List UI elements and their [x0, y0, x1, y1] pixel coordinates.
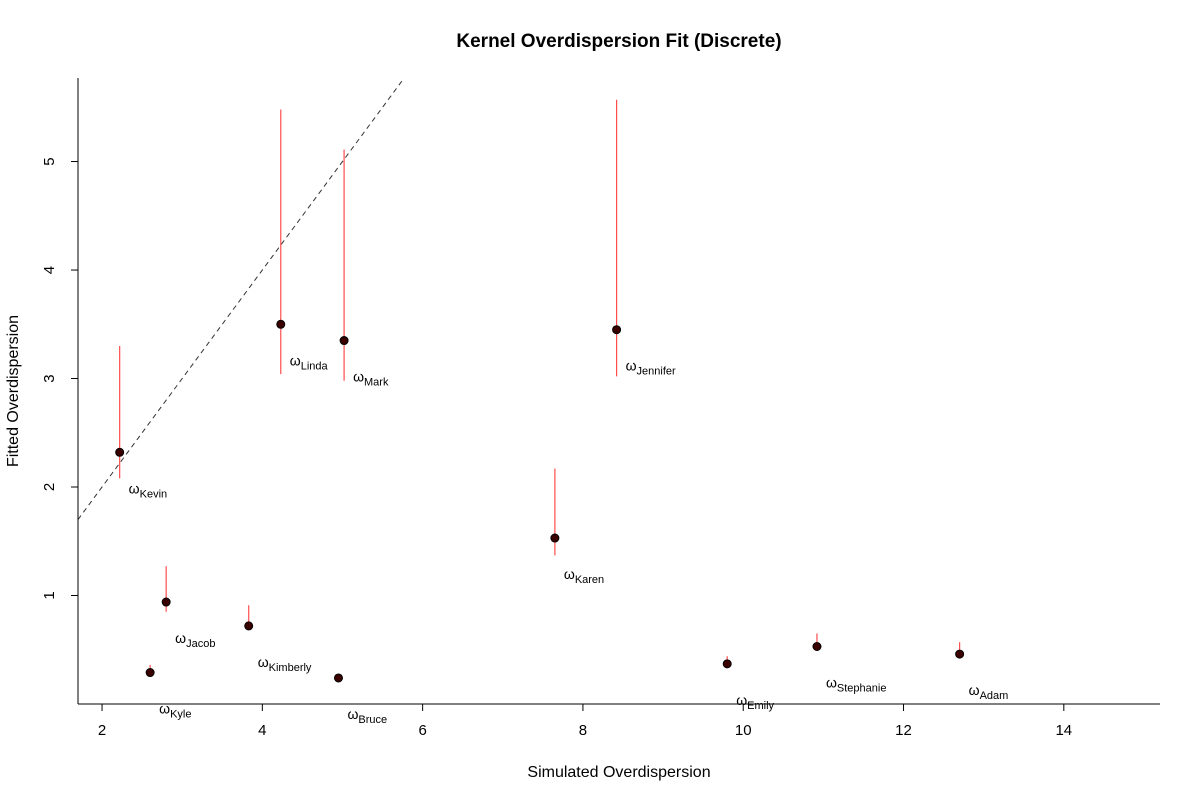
data-point	[145, 668, 155, 678]
x-tick-label: 8	[579, 722, 587, 739]
point-name: Kimberly	[269, 662, 312, 674]
data-point	[812, 641, 822, 651]
data-point	[339, 336, 349, 346]
data-point	[161, 597, 171, 607]
point-label: ωStephanie	[826, 674, 886, 694]
omega-symbol: ω	[175, 630, 186, 646]
point-name: Adam	[980, 690, 1009, 702]
data-point	[955, 649, 965, 659]
point-name: Emily	[747, 700, 774, 712]
y-tick-label: 4	[41, 266, 58, 274]
point-label: ωKaren	[564, 566, 604, 586]
point-labels: ωKevinωKyleωJacobωKimberlyωLindaωBruceωM…	[129, 352, 1009, 726]
x-axis-ticks: 2 4 6 8 10 12 14	[98, 704, 1072, 739]
y-axis-label: Fitted Overdispersion	[5, 315, 22, 467]
point-name: Mark	[364, 377, 389, 389]
data-point	[333, 673, 343, 683]
x-tick-label: 14	[1055, 722, 1072, 739]
omega-symbol: ω	[626, 358, 637, 374]
omega-symbol: ω	[969, 682, 980, 698]
point-label: ωJacob	[175, 630, 215, 650]
point-label: ωAdam	[969, 682, 1009, 702]
y-tick-label: 2	[41, 483, 58, 491]
omega-symbol: ω	[353, 369, 364, 385]
omega-symbol: ω	[826, 674, 837, 690]
point-label: ωJennifer	[626, 358, 676, 378]
point-label: ωLinda	[290, 352, 329, 372]
omega-symbol: ω	[129, 480, 140, 496]
point-name: Kevin	[140, 488, 168, 500]
y-tick-label: 5	[41, 157, 58, 165]
data-point	[276, 319, 286, 329]
point-name: Bruce	[358, 714, 387, 726]
x-tick-label: 10	[735, 722, 752, 739]
y-tick-label: 1	[41, 591, 58, 599]
point-name: Karen	[575, 574, 604, 586]
data-point	[244, 621, 254, 631]
point-label: ωKimberly	[258, 654, 312, 674]
x-tick-label: 6	[418, 722, 426, 739]
identity-reference-line	[78, 78, 405, 520]
y-axis-ticks: 1 2 3 4 5	[41, 157, 78, 600]
point-name: Linda	[301, 360, 329, 372]
omega-symbol: ω	[159, 701, 170, 717]
point-name: Jennifer	[637, 366, 676, 378]
point-name: Jacob	[186, 638, 215, 650]
data-point	[115, 447, 125, 457]
data-point	[550, 533, 560, 543]
y-tick-label: 3	[41, 374, 58, 382]
x-axis-label: Simulated Overdispersion	[527, 764, 710, 781]
omega-symbol: ω	[736, 692, 747, 708]
omega-symbol: ω	[347, 706, 358, 722]
omega-symbol: ω	[564, 566, 575, 582]
point-label: ωMark	[353, 369, 389, 389]
error-bars	[119, 99, 961, 681]
point-name: Stephanie	[837, 682, 887, 694]
data-points	[115, 319, 965, 683]
point-label: ωKyle	[159, 701, 191, 721]
point-label: ωEmily	[736, 692, 774, 712]
point-label: ωBruce	[347, 706, 387, 726]
omega-symbol: ω	[258, 654, 269, 670]
data-point	[722, 659, 732, 669]
x-tick-label: 12	[895, 722, 912, 739]
data-point	[612, 325, 622, 335]
x-tick-label: 2	[98, 722, 106, 739]
omega-symbol: ω	[290, 352, 301, 368]
point-name: Kyle	[170, 709, 191, 721]
chart-title: Kernel Overdispersion Fit (Discrete)	[456, 31, 781, 52]
point-label: ωKevin	[129, 480, 167, 500]
x-tick-label: 4	[258, 722, 266, 739]
